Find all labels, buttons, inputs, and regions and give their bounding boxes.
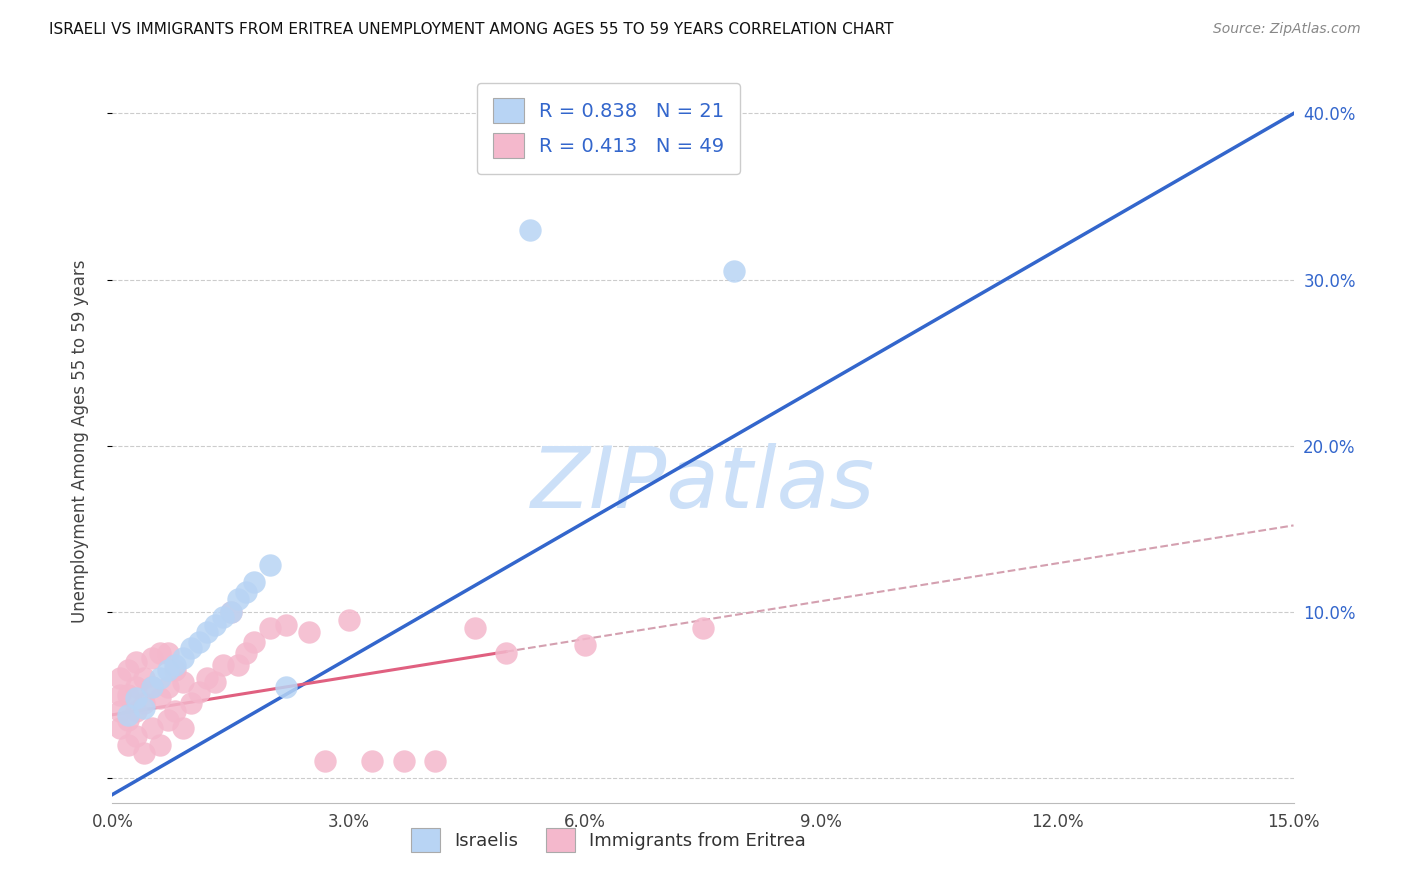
- Point: [243, 634, 266, 648]
- Point: [188, 684, 211, 698]
- Point: [132, 746, 155, 760]
- Point: [141, 680, 163, 694]
- Point: [464, 621, 486, 635]
- Point: [219, 605, 242, 619]
- Point: [149, 738, 172, 752]
- Point: [259, 621, 281, 635]
- Point: [156, 713, 179, 727]
- Point: [149, 646, 172, 660]
- Point: [314, 754, 336, 768]
- Text: ZIPatlas: ZIPatlas: [531, 443, 875, 526]
- Point: [204, 618, 226, 632]
- Point: [172, 674, 194, 689]
- Point: [117, 688, 139, 702]
- Point: [110, 705, 132, 719]
- Legend: Israelis, Immigrants from Eritrea: Israelis, Immigrants from Eritrea: [404, 822, 813, 859]
- Point: [141, 651, 163, 665]
- Point: [110, 688, 132, 702]
- Point: [149, 671, 172, 685]
- Point: [125, 680, 148, 694]
- Point: [425, 754, 447, 768]
- Point: [723, 264, 745, 278]
- Point: [117, 707, 139, 722]
- Point: [204, 674, 226, 689]
- Point: [211, 609, 233, 624]
- Point: [125, 730, 148, 744]
- Point: [243, 574, 266, 589]
- Point: [117, 738, 139, 752]
- Point: [235, 585, 257, 599]
- Point: [195, 624, 218, 639]
- Point: [298, 624, 321, 639]
- Point: [110, 671, 132, 685]
- Point: [156, 680, 179, 694]
- Y-axis label: Unemployment Among Ages 55 to 59 years: Unemployment Among Ages 55 to 59 years: [70, 260, 89, 624]
- Point: [110, 721, 132, 735]
- Point: [172, 651, 194, 665]
- Point: [574, 638, 596, 652]
- Point: [165, 657, 187, 672]
- Point: [132, 701, 155, 715]
- Point: [165, 705, 187, 719]
- Point: [259, 558, 281, 573]
- Text: Source: ZipAtlas.com: Source: ZipAtlas.com: [1213, 22, 1361, 37]
- Point: [172, 721, 194, 735]
- Point: [228, 657, 250, 672]
- Point: [495, 646, 517, 660]
- Point: [125, 705, 148, 719]
- Point: [274, 618, 297, 632]
- Point: [117, 663, 139, 677]
- Point: [519, 223, 541, 237]
- Point: [141, 680, 163, 694]
- Point: [235, 646, 257, 660]
- Point: [361, 754, 384, 768]
- Point: [180, 641, 202, 656]
- Point: [165, 663, 187, 677]
- Point: [337, 613, 360, 627]
- Point: [132, 671, 155, 685]
- Point: [211, 657, 233, 672]
- Point: [141, 721, 163, 735]
- Point: [125, 655, 148, 669]
- Point: [117, 713, 139, 727]
- Text: ISRAELI VS IMMIGRANTS FROM ERITREA UNEMPLOYMENT AMONG AGES 55 TO 59 YEARS CORREL: ISRAELI VS IMMIGRANTS FROM ERITREA UNEMP…: [49, 22, 894, 37]
- Point: [149, 691, 172, 706]
- Point: [195, 671, 218, 685]
- Point: [125, 691, 148, 706]
- Point: [156, 646, 179, 660]
- Point: [132, 696, 155, 710]
- Point: [274, 680, 297, 694]
- Point: [156, 663, 179, 677]
- Point: [219, 605, 242, 619]
- Point: [692, 621, 714, 635]
- Point: [180, 696, 202, 710]
- Point: [392, 754, 415, 768]
- Point: [228, 591, 250, 606]
- Point: [188, 634, 211, 648]
